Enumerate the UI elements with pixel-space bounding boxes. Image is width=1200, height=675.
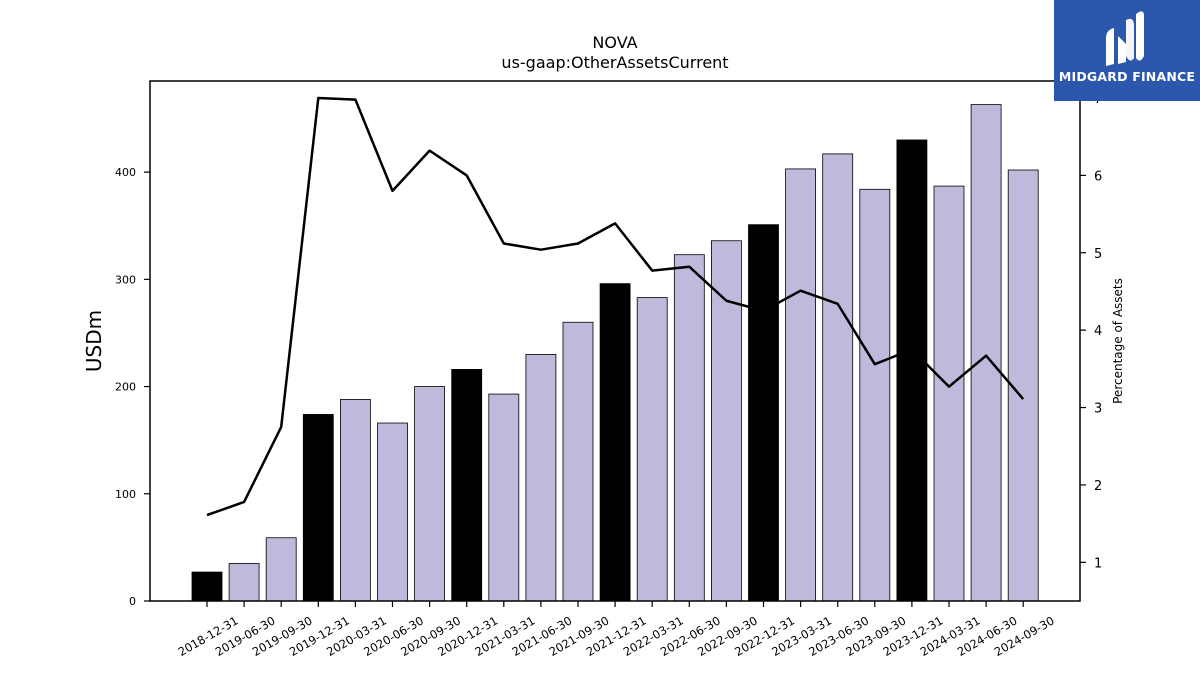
y2-tick-label: 6 <box>1094 169 1102 184</box>
bar-2022-03-31 <box>636 297 668 602</box>
y2-axis-label: Percentage of Assets <box>1111 278 1125 404</box>
bar-2022-09-30 <box>711 240 742 602</box>
bar-2021-06-30 <box>525 354 557 602</box>
y-axis-label: USDm <box>82 310 106 372</box>
bar-2024-03-31 <box>933 185 965 602</box>
bar-2020-03-31 <box>339 399 371 602</box>
y-tick-label: 200 <box>115 381 136 394</box>
chart-title: NOVA <box>592 33 637 52</box>
chart-subtitle: us-gaap:OtherAssetsCurrent <box>501 53 728 72</box>
y-tick-label: 400 <box>115 166 136 179</box>
bar-2020-06-30 <box>377 422 408 602</box>
y-tick-label: 100 <box>115 488 136 501</box>
bar-2021-09-30 <box>562 321 594 602</box>
percentage-line <box>206 96 1025 517</box>
y2-tick-label: 1 <box>1094 556 1102 571</box>
x-axis: 2018-12-312019-06-302019-09-302019-12-31… <box>176 601 1057 659</box>
bar-2019-09-30 <box>265 537 297 602</box>
midgard-logo-icon <box>1106 11 1144 66</box>
brand-logo: MIDGARD FINANCE <box>1054 0 1200 101</box>
bar-2019-06-30 <box>228 563 260 602</box>
bar-2022-06-30 <box>673 254 705 602</box>
y-axis-right: 1234567 <box>1080 92 1102 571</box>
y2-tick-label: 5 <box>1094 247 1102 262</box>
y-tick-label: 300 <box>115 273 136 286</box>
bar-2021-12-31 <box>599 283 631 602</box>
bar-2022-12-31 <box>748 224 779 602</box>
bar-2024-06-30 <box>970 104 1002 602</box>
bar-2023-03-31 <box>785 168 816 602</box>
bar-2019-12-31 <box>302 414 334 602</box>
bar-2020-09-30 <box>414 386 446 602</box>
y2-tick-label: 3 <box>1094 402 1102 417</box>
bars-group <box>191 104 1039 602</box>
bar-2020-12-31 <box>451 369 483 602</box>
bar-2023-06-30 <box>822 153 854 602</box>
y-tick-label: 0 <box>129 595 136 608</box>
bar-2018-12-31 <box>191 571 223 602</box>
y2-tick-label: 2 <box>1094 479 1102 494</box>
bar-2023-12-31 <box>896 139 928 602</box>
brand-name: MIDGARD FINANCE <box>1058 69 1196 84</box>
y-axis-left: 0 100 200 300 400 <box>115 166 150 608</box>
bar-2023-09-30 <box>859 188 891 602</box>
y2-tick-label: 4 <box>1094 324 1102 339</box>
bar-2021-03-31 <box>488 393 520 602</box>
